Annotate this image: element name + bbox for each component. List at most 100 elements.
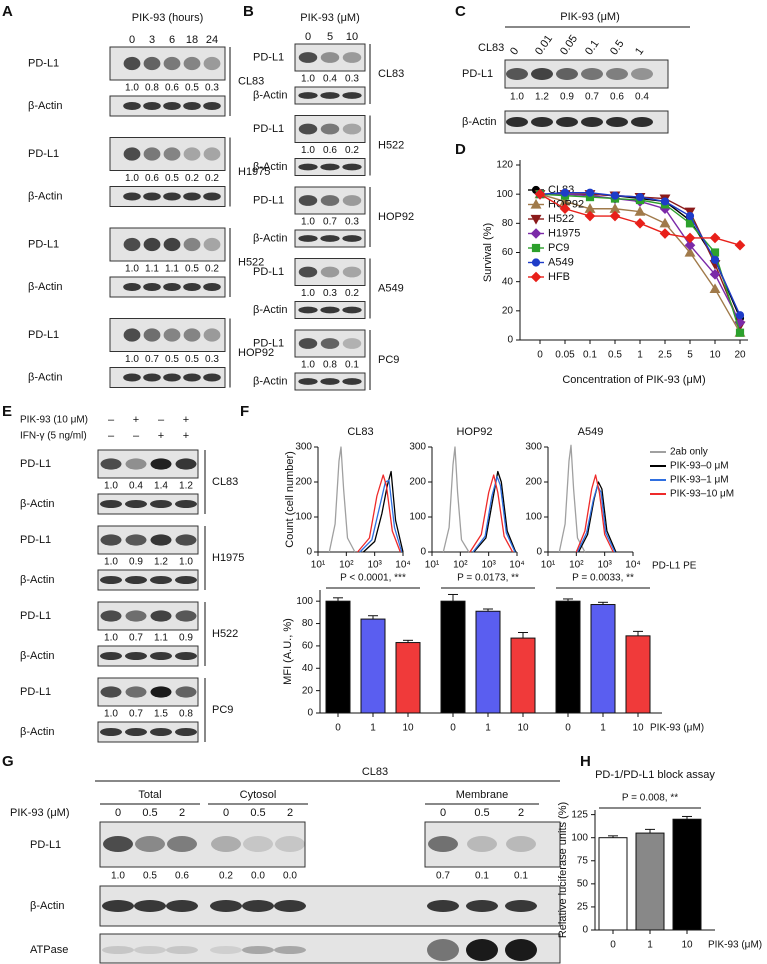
band bbox=[274, 946, 306, 954]
band bbox=[175, 686, 197, 698]
band bbox=[150, 458, 172, 470]
band bbox=[556, 68, 578, 80]
y-tick-label: 120 bbox=[496, 160, 513, 171]
lane-label: 2 bbox=[179, 807, 185, 819]
band bbox=[320, 338, 340, 349]
band bbox=[143, 373, 161, 382]
band bbox=[183, 373, 201, 382]
x-tick-label: 1 bbox=[485, 723, 491, 734]
marker bbox=[584, 210, 596, 222]
cell-line-label: H1975 bbox=[238, 166, 270, 178]
band bbox=[581, 68, 603, 80]
row-label: PD-L1 bbox=[253, 266, 284, 278]
band bbox=[135, 836, 165, 852]
x-tick-label: 0 bbox=[335, 723, 341, 734]
band bbox=[163, 56, 181, 71]
quantification: 0.2 bbox=[345, 145, 359, 156]
band bbox=[125, 534, 147, 546]
y-tick-label: 0 bbox=[582, 925, 588, 936]
band bbox=[505, 939, 537, 961]
marker bbox=[635, 192, 645, 202]
row-label: β-Actin bbox=[28, 281, 62, 293]
marker bbox=[709, 269, 721, 280]
marker bbox=[659, 217, 671, 228]
row-label: PD-L1 bbox=[28, 329, 59, 341]
y-tick-label: 100 bbox=[496, 189, 513, 200]
band bbox=[467, 836, 497, 852]
band bbox=[298, 306, 318, 314]
cell-line-label: CL83 bbox=[212, 476, 238, 488]
row-label: PD-L1 bbox=[20, 534, 51, 546]
band bbox=[320, 378, 340, 385]
quantification: 0.9 bbox=[179, 633, 193, 644]
cell-line-label: HOP92 bbox=[238, 347, 274, 359]
marker bbox=[634, 206, 646, 216]
x-tick-label: 10² bbox=[339, 560, 354, 571]
row-label: PD-L1 bbox=[28, 57, 59, 69]
band bbox=[203, 102, 221, 110]
legend-label: HOP92 bbox=[548, 198, 584, 210]
density-curve bbox=[472, 476, 516, 553]
x-tick-label: 5 bbox=[687, 350, 693, 361]
band bbox=[320, 195, 340, 206]
density-curve bbox=[357, 474, 401, 553]
marker bbox=[659, 228, 671, 239]
lane-label: 0 bbox=[508, 45, 521, 57]
treatment-sign: + bbox=[183, 430, 189, 442]
y-axis-title: Count (cell number) bbox=[284, 451, 296, 548]
quantification: 0.6 bbox=[145, 173, 159, 184]
quantification: 0.5 bbox=[143, 871, 157, 882]
band bbox=[298, 338, 318, 349]
band bbox=[102, 946, 134, 954]
treatment-sign: – bbox=[108, 414, 115, 426]
band bbox=[100, 458, 122, 470]
panel-label: H bbox=[580, 753, 591, 770]
marker bbox=[634, 218, 646, 229]
quantification: 0.3 bbox=[323, 288, 337, 299]
legend-marker bbox=[531, 258, 541, 267]
treatment-label: IFN-γ (5 ng/ml) bbox=[20, 431, 87, 442]
bar bbox=[625, 635, 651, 714]
band bbox=[428, 836, 458, 852]
x-tick-label: 0 bbox=[450, 723, 456, 734]
quantification: 0.0 bbox=[251, 871, 265, 882]
band bbox=[203, 237, 221, 252]
y-tick-label: 100 bbox=[296, 596, 313, 607]
quantification: 0.1 bbox=[475, 871, 489, 882]
marker bbox=[609, 210, 621, 222]
y-tick-label: 20 bbox=[302, 685, 314, 696]
legend-label: HFB bbox=[548, 271, 570, 283]
quantification: 0.3 bbox=[345, 217, 359, 228]
band bbox=[506, 117, 528, 127]
quantification: 1.0 bbox=[104, 557, 118, 568]
band bbox=[175, 458, 197, 470]
y-tick-label: 0 bbox=[420, 547, 426, 558]
y-tick-label: 0 bbox=[536, 547, 542, 558]
cell-line-label: CL83 bbox=[378, 68, 404, 80]
quantification: 1.0 bbox=[104, 481, 118, 492]
quantification: 1.5 bbox=[154, 709, 168, 720]
band bbox=[183, 56, 201, 71]
blot-membrane bbox=[97, 645, 199, 667]
cell-line-label: CL83 bbox=[478, 42, 504, 54]
quantification: 0.5 bbox=[165, 173, 179, 184]
y-tick-label: 300 bbox=[525, 442, 542, 453]
density-curve bbox=[442, 446, 470, 553]
marker bbox=[559, 203, 571, 215]
row-label: PD-L1 bbox=[30, 839, 61, 851]
band bbox=[175, 652, 197, 660]
band bbox=[606, 68, 628, 80]
band bbox=[100, 610, 122, 622]
panel-label: E bbox=[2, 403, 12, 420]
quantification: 0.2 bbox=[185, 173, 199, 184]
band bbox=[125, 652, 147, 660]
band bbox=[298, 163, 318, 171]
marker bbox=[710, 255, 720, 264]
row-label: PD-L1 bbox=[462, 68, 493, 80]
quantification: 1.1 bbox=[154, 633, 168, 644]
band bbox=[103, 836, 133, 852]
x-tick-label: 20 bbox=[734, 350, 746, 361]
cell-line-label: H522 bbox=[212, 628, 238, 640]
lane-label: 6 bbox=[169, 34, 175, 46]
x-tick-label: 0.1 bbox=[583, 350, 597, 361]
